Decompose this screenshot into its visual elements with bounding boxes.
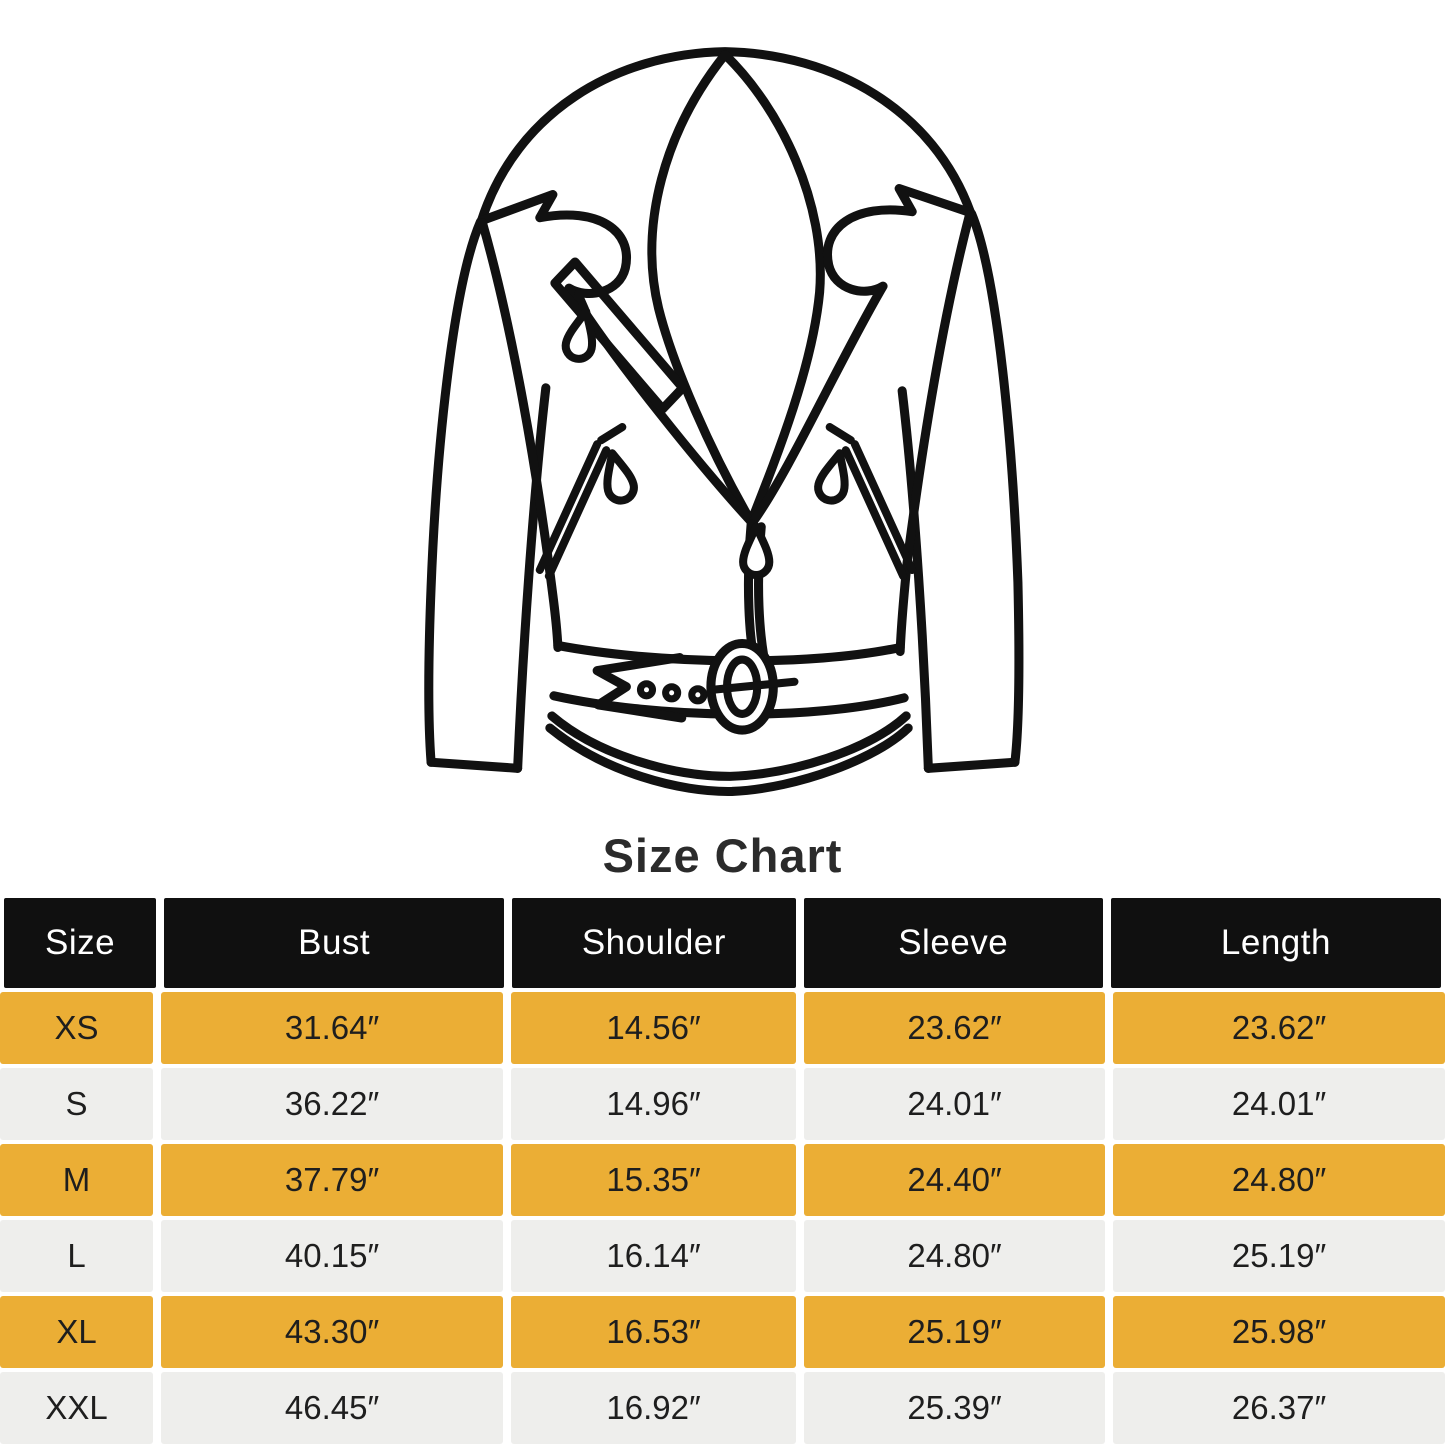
page-title: Size Chart: [602, 829, 843, 882]
cell-sleeve: 24.40″: [804, 1144, 1105, 1216]
cell-size: XS: [0, 992, 153, 1064]
header-sleeve: Sleeve: [803, 898, 1103, 988]
cell-length: 23.62″: [1113, 992, 1445, 1064]
jacket-waist-zipper-left: [535, 423, 627, 581]
header-length: Length: [1110, 898, 1441, 988]
cell-size: M: [0, 1144, 153, 1216]
cell-sleeve: 25.39″: [804, 1372, 1105, 1444]
cell-sleeve: 23.62″: [804, 992, 1105, 1064]
cell-shoulder: 16.53″: [511, 1296, 796, 1368]
zipper-pull-chest: [563, 309, 599, 362]
jacket-body: [477, 210, 975, 657]
buckle-prong: [708, 677, 799, 694]
table-row: XXL 46.45″ 16.92″ 25.39″ 26.37″: [0, 1372, 1445, 1444]
table-row: XS 31.64″ 14.56″ 23.62″ 23.62″: [0, 992, 1445, 1064]
belt-hole: [662, 683, 682, 703]
header-shoulder: Shoulder: [512, 898, 796, 988]
cell-length: 24.80″: [1113, 1144, 1445, 1216]
jacket-illustration: [424, 47, 1024, 796]
cell-bust: 37.79″: [161, 1144, 503, 1216]
cell-length: 25.19″: [1113, 1220, 1445, 1292]
belt-strap-arrow: [592, 653, 687, 723]
belt-hole: [636, 680, 657, 700]
jacket-belt: [545, 638, 913, 796]
size-table-rows: XS 31.64″ 14.56″ 23.62″ 23.62″ S 36.22″ 14.96″ 2…: [0, 992, 1445, 1444]
cell-size: S: [0, 1068, 153, 1140]
cell-sleeve: 24.01″: [804, 1068, 1105, 1140]
cell-length: 24.01″: [1113, 1068, 1445, 1140]
cell-shoulder: 14.96″: [511, 1068, 796, 1140]
belt-hole: [688, 685, 708, 705]
cell-bust: 40.15″: [161, 1220, 503, 1292]
cell-size: L: [0, 1220, 153, 1292]
size-table: Size Bust Shoulder Sleeve Length XS 31.64…: [0, 895, 1445, 1444]
header-bust: Bust: [164, 898, 505, 988]
cell-length: 25.98″: [1113, 1296, 1445, 1368]
cell-bust: 31.64″: [161, 992, 503, 1064]
jacket-sleeve-left: [424, 217, 551, 773]
table-row: XL 43.30″ 16.53″ 25.19″ 25.98″: [0, 1296, 1445, 1368]
cell-shoulder: 16.14″: [511, 1220, 796, 1292]
cell-sleeve: 24.80″: [804, 1220, 1105, 1292]
cell-bust: 46.45″: [161, 1372, 503, 1444]
table-row: L 40.15″ 16.14″ 24.80″ 25.19″: [0, 1220, 1445, 1292]
table-row: M 37.79″ 15.35″ 24.40″ 24.80″: [0, 1144, 1445, 1216]
cell-length: 26.37″: [1113, 1372, 1445, 1444]
cell-sleeve: 25.19″: [804, 1296, 1105, 1368]
jacket-sleeve-right: [897, 209, 1024, 773]
cell-shoulder: 16.92″: [511, 1372, 796, 1444]
cell-bust: 43.30″: [161, 1296, 503, 1368]
cell-shoulder: 14.56″: [511, 992, 796, 1064]
cell-bust: 36.22″: [161, 1068, 503, 1140]
cell-size: XXL: [0, 1372, 153, 1444]
jacket-chest-zipper: [550, 257, 688, 414]
size-table-header: Size Bust Shoulder Sleeve Length: [0, 895, 1445, 988]
header-size: Size: [4, 898, 157, 988]
jacket-waist-zipper-right: [825, 423, 917, 581]
table-row: S 36.22″ 14.96″ 24.01″ 24.01″: [0, 1068, 1445, 1140]
cell-size: XL: [0, 1296, 153, 1368]
cell-shoulder: 15.35″: [511, 1144, 796, 1216]
